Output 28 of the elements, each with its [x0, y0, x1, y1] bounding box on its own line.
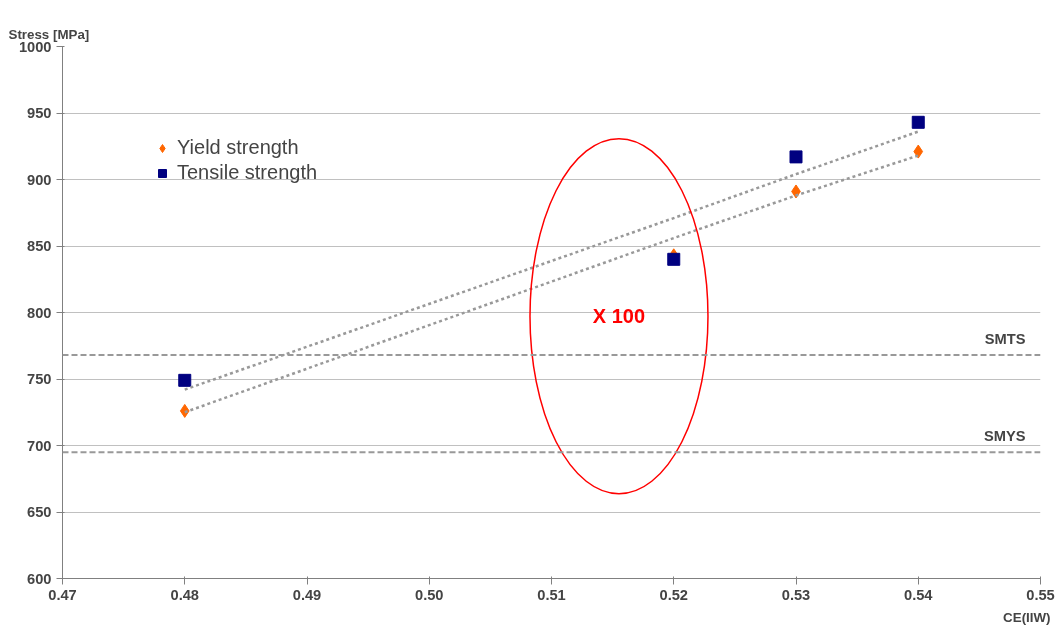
point — [789, 150, 803, 164]
y-tick-label: 950 — [27, 105, 52, 121]
y-tick-label: 700 — [27, 437, 52, 454]
point — [913, 144, 924, 159]
legend-label: Yield strength — [177, 136, 299, 159]
point — [178, 373, 192, 387]
x-tick-label: 0.50 — [414, 586, 444, 603]
x-tick-label: 0.47 — [48, 586, 77, 603]
ref-line-label: SMTS — [984, 331, 1026, 348]
y-tick-label: 600 — [27, 570, 52, 587]
point — [911, 115, 925, 129]
x-tick-label: 0.48 — [170, 586, 200, 603]
y-tick-label: 800 — [27, 304, 52, 321]
annotation: X 100 — [592, 305, 646, 328]
legend-label: Tensile strength — [177, 161, 318, 184]
x-tick-label: 0.54 — [903, 586, 934, 603]
y-tick-label: 750 — [27, 371, 52, 387]
y-tick-label: 900 — [27, 171, 52, 188]
ref-line-label: SMYS — [983, 428, 1026, 445]
point — [667, 252, 681, 266]
y-tick-label: 850 — [27, 238, 52, 254]
x-tick-label: 0.51 — [537, 586, 566, 603]
x-tick-label: 0.55 — [1026, 586, 1055, 603]
x-axis-title: CE(IIW) — [1003, 609, 1051, 625]
x-tick-label: 0.53 — [781, 586, 811, 603]
x-tick-label: 0.49 — [292, 586, 322, 603]
y-tick-label: 650 — [27, 504, 52, 520]
x-tick-label: 0.52 — [659, 586, 689, 603]
